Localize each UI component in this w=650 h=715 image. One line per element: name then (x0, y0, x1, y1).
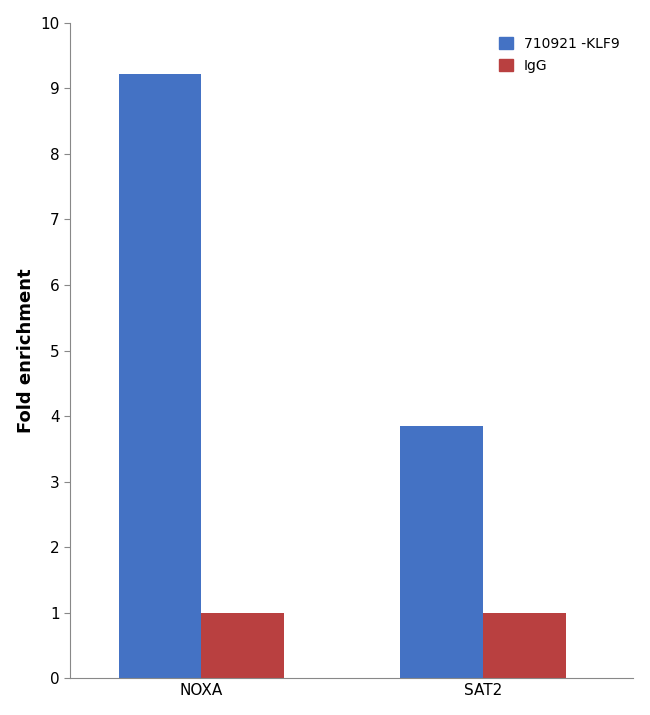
Bar (483, 613, 566, 679)
Y-axis label: Fold enrichment: Fold enrichment (17, 268, 34, 433)
Legend: 710921 -KLF9, IgG: 710921 -KLF9, IgG (492, 29, 627, 80)
Bar (202, 613, 284, 679)
Bar (119, 74, 202, 679)
Bar (400, 426, 483, 679)
